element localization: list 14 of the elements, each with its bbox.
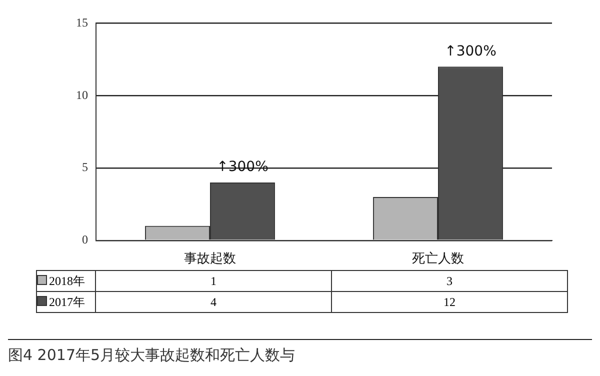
- text: 图4 2017年5月较大事故起数和死亡人数与: [8, 339, 592, 365]
- x-tick-label: 死亡人数: [412, 250, 464, 267]
- data-label: 4: [96, 292, 332, 312]
- legend-label: 2018年: [49, 274, 85, 288]
- y-tick-label: 5: [82, 160, 88, 174]
- legend-label: 2017年: [49, 294, 85, 308]
- data-label: 3: [332, 270, 568, 292]
- data-label: 12: [332, 292, 568, 312]
- data-label: 1: [96, 270, 332, 292]
- y-tick-label: 15: [76, 15, 88, 30]
- annotation: ↑300%: [444, 43, 496, 60]
- x-tick-label: 事故起数: [184, 252, 236, 267]
- y-tick-label: 10: [76, 88, 88, 102]
- y-tick-label: 0: [82, 232, 88, 247]
